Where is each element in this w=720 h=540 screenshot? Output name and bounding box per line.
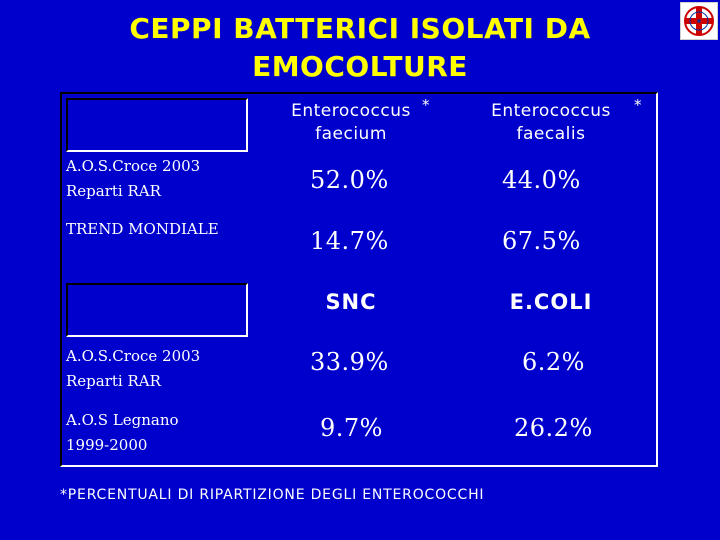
asterisk-mark: * <box>422 96 430 114</box>
hospital-cross-logo-icon <box>680 2 718 40</box>
slide-title: CEPPI BATTERICI ISOLATI DA EMOCOLTURE <box>60 10 660 86</box>
table-row-label: A.O.S.Croce 2003 Reparti RAR <box>66 154 251 204</box>
slide-title-line2: EMOCOLTURE <box>252 50 468 83</box>
col-header-enterococcus-faecalis: Enterococcus faecalis <box>462 100 640 146</box>
col-header-faecium-line2: faecium <box>315 124 387 144</box>
table-cell-value: 26.2% <box>514 414 593 442</box>
table-cell-value: 9.7% <box>320 414 383 442</box>
row-label-line2: Reparti RAR <box>66 372 161 390</box>
row-label-line2: 1999-2000 <box>66 436 148 454</box>
row-label-line1: A.O.S.Croce 2003 <box>66 157 201 175</box>
data-table: Enterococcus faecium * Enterococcus faec… <box>60 92 658 467</box>
col-header-faecalis-line1: Enterococcus <box>491 101 611 121</box>
table1-corner-cell <box>66 98 248 152</box>
col-header-e-coli: E.COLI <box>509 290 593 314</box>
table-row-label: A.O.S.Croce 2003 Reparti RAR <box>66 344 251 394</box>
table2-corner-cell <box>66 283 248 337</box>
row-label-line1: A.O.S.Croce 2003 <box>66 347 201 365</box>
row-label-line2: Reparti RAR <box>66 182 161 200</box>
table-cell-value: 44.0% <box>502 166 581 194</box>
col-header-faecium-line1: Enterococcus <box>291 101 411 121</box>
row-label-line1: TREND MONDIALE <box>66 220 219 238</box>
table-cell-value: 52.0% <box>310 166 389 194</box>
slide-title-line1: CEPPI BATTERICI ISOLATI DA <box>129 12 591 45</box>
col-header-snc: SNC <box>325 290 377 314</box>
table-cell-value: 33.9% <box>310 348 389 376</box>
footnote: *PERCENTUALI DI RIPARTIZIONE DEGLI ENTER… <box>60 487 485 503</box>
col-header-enterococcus-faecium: Enterococcus faecium <box>262 100 440 146</box>
table-cell-value: 67.5% <box>502 227 581 255</box>
asterisk-mark: * <box>634 96 642 114</box>
table-cell-value: 6.2% <box>522 348 585 376</box>
table-cell-value: 14.7% <box>310 227 389 255</box>
row-label-line1: A.O.S Legnano <box>66 411 179 429</box>
table-row-label: A.O.S Legnano 1999-2000 <box>66 408 251 458</box>
col-header-faecalis-line2: faecalis <box>516 124 586 144</box>
table-row-label: TREND MONDIALE <box>66 217 251 242</box>
